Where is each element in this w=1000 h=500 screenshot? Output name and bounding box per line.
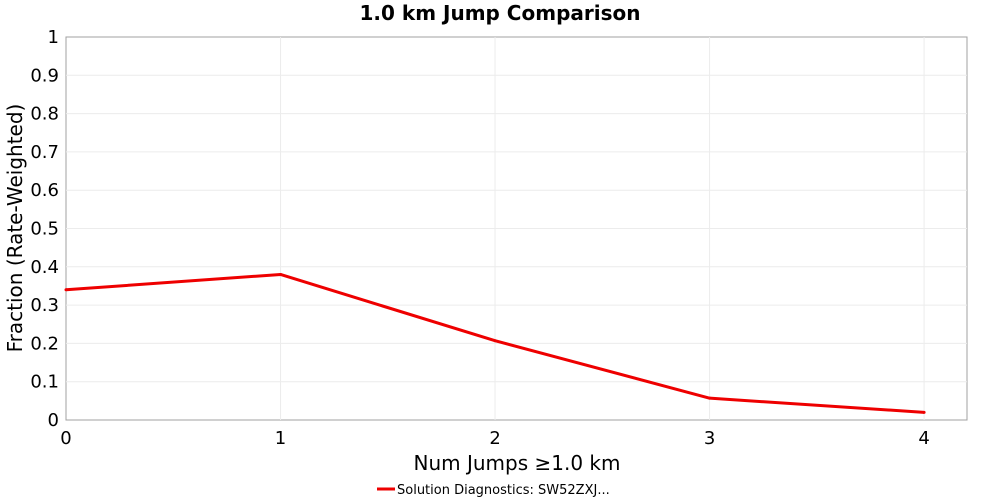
y-tick-label: 1 — [48, 27, 59, 48]
x-axis-label: Num Jumps ≥1.0 km — [414, 451, 621, 475]
y-axis-ticks: 0 0.1 0.2 0.3 0.4 0.5 0.6 0.7 0.8 0.9 1 — [30, 27, 59, 431]
x-tick-label: 1 — [275, 428, 286, 449]
data-point — [922, 410, 926, 414]
y-tick-label: 0.2 — [30, 333, 59, 354]
y-tick-label: 0.4 — [30, 257, 59, 278]
x-tick-label: 2 — [489, 428, 500, 449]
data-point — [708, 396, 712, 400]
y-tick-label: 0.7 — [30, 142, 59, 163]
data-point — [493, 339, 497, 343]
y-tick-label: 0.8 — [30, 104, 59, 125]
chart-title: 1.0 km Jump Comparison — [360, 1, 641, 25]
y-tick-label: 0 — [48, 410, 59, 431]
y-tick-label: 0.6 — [30, 180, 59, 201]
x-tick-label: 4 — [918, 428, 929, 449]
grid — [66, 37, 967, 420]
y-tick-label: 0.9 — [30, 65, 59, 86]
y-axis-label: Fraction (Rate-Weighted) — [3, 104, 27, 353]
x-tick-label: 3 — [704, 428, 715, 449]
data-point — [279, 272, 283, 276]
x-tick-label: 0 — [60, 428, 71, 449]
legend: Solution Diagnostics: SW52ZXJ... — [377, 483, 610, 498]
x-axis-ticks: 0 1 2 3 4 — [60, 428, 930, 449]
y-tick-label: 0.5 — [30, 219, 59, 240]
y-tick-label: 0.3 — [30, 295, 59, 316]
y-tick-label: 0.1 — [30, 372, 59, 393]
data-point — [64, 288, 68, 292]
series-layer — [64, 272, 926, 414]
legend-label: Solution Diagnostics: SW52ZXJ... — [397, 483, 610, 498]
